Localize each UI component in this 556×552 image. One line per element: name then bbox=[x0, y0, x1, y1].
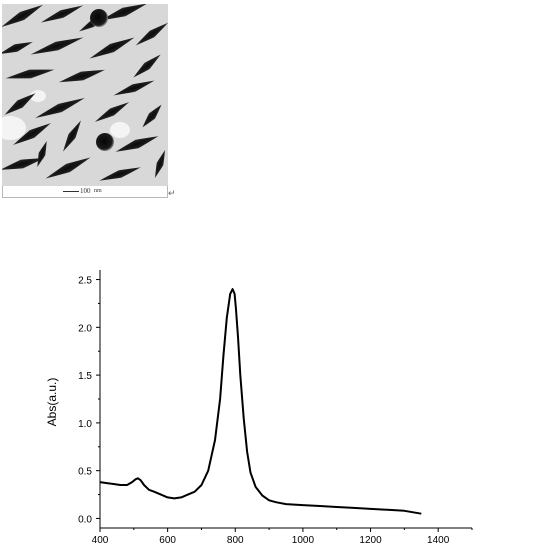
nanorod-particle bbox=[45, 157, 91, 179]
nanorod-particle bbox=[30, 37, 84, 55]
nanorod-particle bbox=[115, 136, 159, 152]
y-axis-label: Abs(a.u.) bbox=[45, 378, 59, 427]
chart-axes bbox=[99, 270, 472, 529]
nanorod-particle bbox=[2, 4, 44, 28]
scale-bar-strip: 100 nm bbox=[2, 186, 168, 198]
scale-bar-label: 100 bbox=[80, 187, 91, 195]
x-tick-label: 800 bbox=[227, 535, 244, 546]
y-tick-label: 1.5 bbox=[78, 371, 92, 382]
nanorod-particle bbox=[135, 22, 168, 46]
tem-micrograph-image bbox=[2, 4, 168, 186]
x-tick-label: 1400 bbox=[427, 535, 450, 546]
nanorod-particle bbox=[142, 104, 162, 128]
x-tick-label: 600 bbox=[159, 535, 176, 546]
y-tick-label: 0.5 bbox=[78, 467, 92, 478]
nanorod-particle bbox=[40, 5, 84, 23]
absorbance-spectrum-line bbox=[99, 288, 422, 515]
x-tick-label: 1000 bbox=[292, 535, 315, 546]
tem-micrograph-panel: 100 nm ↵ bbox=[0, 0, 176, 200]
scale-bar-unit: nm bbox=[94, 188, 102, 194]
scale-bar bbox=[63, 191, 79, 192]
nanorod-particle bbox=[2, 158, 45, 170]
nanorod-particle bbox=[58, 69, 106, 83]
nanorod-particle bbox=[154, 149, 166, 179]
nanorod-particle bbox=[2, 41, 33, 55]
x-tick-label: 1200 bbox=[359, 535, 382, 546]
nanorod-particle bbox=[63, 120, 81, 152]
nanosphere-particle bbox=[96, 133, 114, 151]
nanorod-particle bbox=[37, 140, 47, 168]
nanorod-particle bbox=[99, 167, 141, 181]
nanorod-particle bbox=[34, 97, 86, 119]
bright-gap bbox=[30, 90, 46, 102]
nanorod-particle bbox=[100, 4, 148, 21]
bright-gap bbox=[110, 122, 130, 138]
nanorod-particle bbox=[89, 37, 135, 59]
nanorod-particle bbox=[113, 80, 155, 96]
absorbance-spectrum-chart: 0.0 0.5 1.0 1.5 2.0 2.5 400 600 800 1000 1200 1400… bbox=[45, 270, 473, 546]
bright-gap bbox=[2, 116, 26, 140]
y-axis-ticks: 0.0 0.5 1.0 1.5 2.0 2.5 bbox=[78, 276, 100, 525]
y-tick-label: 1.0 bbox=[78, 419, 92, 430]
nanorod-particle bbox=[4, 93, 36, 115]
x-axis-ticks: 400 600 800 1000 1200 1400 bbox=[92, 528, 473, 546]
paragraph-return-mark: ↵ bbox=[168, 188, 176, 198]
y-tick-label: 2.5 bbox=[78, 276, 92, 287]
y-tick-label: 0.0 bbox=[78, 514, 92, 525]
nanorod-particle bbox=[94, 102, 130, 122]
nanorod-particle bbox=[12, 123, 52, 145]
x-tick-label: 400 bbox=[92, 535, 109, 546]
nanosphere-particle bbox=[90, 9, 108, 27]
nanorod-particle bbox=[5, 69, 55, 79]
nanorod-particle bbox=[133, 54, 161, 78]
y-tick-label: 2.0 bbox=[78, 323, 92, 334]
